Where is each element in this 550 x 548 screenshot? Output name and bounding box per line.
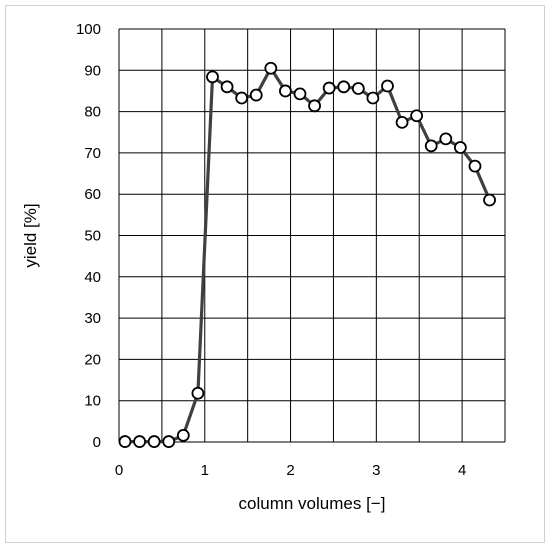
y-tick-label: 20: [84, 351, 101, 368]
y-tick-label: 10: [84, 393, 101, 410]
data-point: [468, 159, 482, 173]
chart-frame: [5, 5, 545, 543]
x-tick-label: 2: [286, 462, 294, 479]
y-tick-label: 50: [84, 228, 101, 245]
series: [118, 61, 496, 448]
y-tick-label: 100: [76, 21, 101, 38]
data-point: [424, 139, 438, 153]
x-tick-label: 3: [372, 462, 380, 479]
x-tick-label: 1: [201, 462, 209, 479]
data-point: [147, 435, 161, 448]
data-point: [293, 87, 307, 101]
data-point: [351, 82, 365, 95]
tick-labels: 0 10 20 30 40 50 60 70 80 90 100 0 1 2 3 4: [76, 21, 466, 479]
data-point: [453, 141, 467, 154]
x-axis-label: column volumes [−]: [239, 494, 386, 513]
y-tick-label: 30: [84, 310, 101, 327]
data-point: [279, 84, 292, 98]
x-tick-label: 0: [115, 462, 123, 479]
data-point: [206, 70, 219, 84]
y-tick-label: 60: [84, 186, 101, 203]
x-tick-label: 4: [458, 462, 466, 479]
data-point: [308, 99, 321, 113]
data-point: [191, 386, 205, 400]
data-point: [366, 91, 380, 105]
data-point: [162, 435, 176, 448]
y-tick-label: 80: [84, 104, 101, 121]
data-point: [235, 91, 249, 105]
data-point: [133, 435, 146, 448]
data-point: [410, 109, 424, 123]
data-point: [118, 435, 132, 448]
grid: [118, 28, 506, 443]
data-point: [337, 80, 351, 94]
data-point: [176, 428, 190, 442]
data-point: [439, 132, 453, 146]
data-point: [395, 115, 409, 129]
data-point: [381, 79, 394, 93]
y-tick-label: 40: [84, 269, 101, 286]
data-point: [249, 88, 263, 102]
series-line: [125, 66, 492, 444]
y-tick-label: 90: [84, 62, 101, 79]
data-point: [483, 193, 496, 207]
data-point: [220, 80, 234, 94]
y-axis-label: yield [%]: [21, 203, 40, 267]
y-tick-label: 0: [93, 434, 101, 451]
y-tick-label: 70: [84, 145, 101, 162]
data-point: [322, 81, 336, 95]
data-point: [264, 61, 278, 75]
